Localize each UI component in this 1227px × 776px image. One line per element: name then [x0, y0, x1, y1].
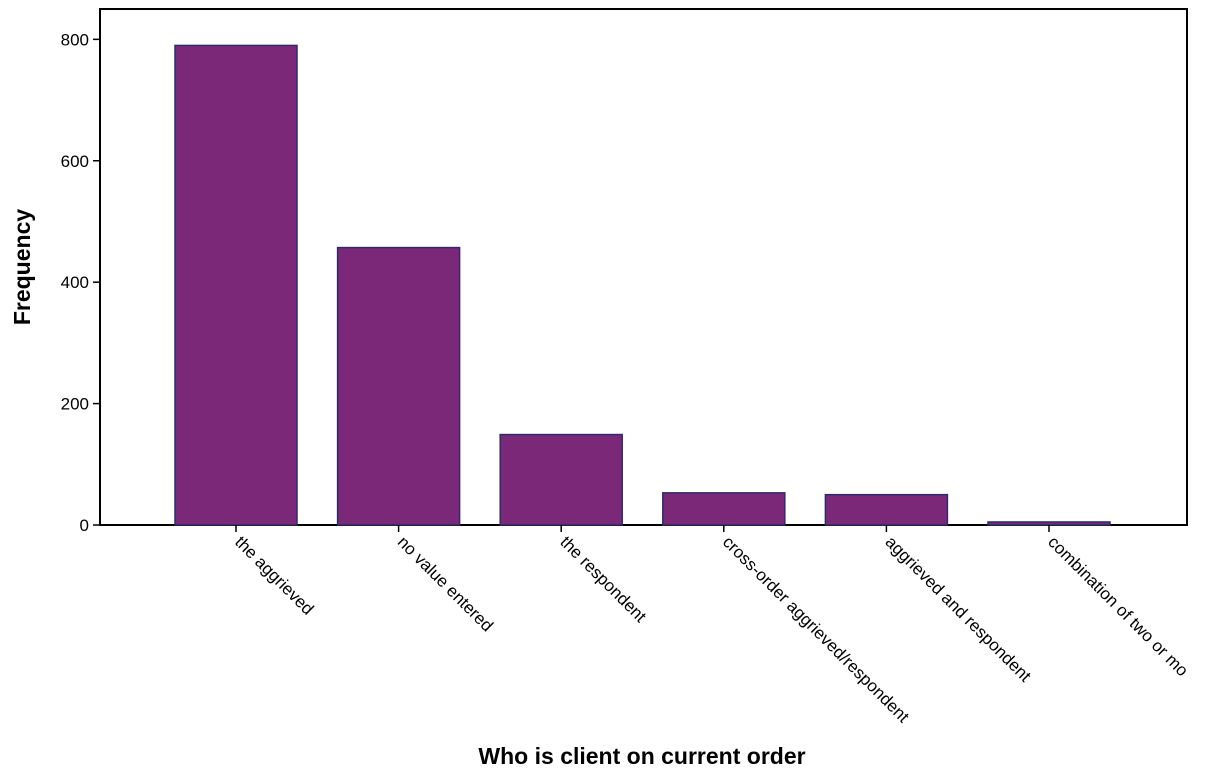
y-axis-title: Frequency — [9, 209, 35, 326]
bar — [987, 521, 1111, 526]
x-tick-label: cross-order aggrieved/respondent — [719, 532, 913, 726]
y-axis: 0 200 400 600 800 — [61, 30, 100, 535]
bar — [662, 492, 786, 526]
bars — [174, 44, 1111, 526]
x-tick-label: the aggrieved — [231, 532, 317, 618]
bar — [336, 246, 461, 526]
bar — [499, 433, 623, 526]
y-tick-label: 200 — [61, 395, 89, 414]
x-axis: the aggrieved no value entered the respond… — [231, 525, 1192, 726]
x-tick-label: aggrieved and respondent — [882, 532, 1035, 685]
y-tick-label: 400 — [61, 273, 89, 292]
bar — [824, 493, 949, 526]
plot-frame — [99, 8, 1188, 526]
y-tick-label: 800 — [61, 30, 89, 49]
y-tick-label: 0 — [80, 516, 89, 535]
x-tick-label: the respondent — [556, 532, 650, 626]
x-tick-label: combination of two or mo — [1044, 532, 1192, 680]
bar — [174, 44, 298, 526]
y-tick-label: 600 — [61, 152, 89, 171]
x-tick-label: no value entered — [394, 532, 497, 635]
x-axis-title: Who is client on current order — [478, 743, 805, 769]
